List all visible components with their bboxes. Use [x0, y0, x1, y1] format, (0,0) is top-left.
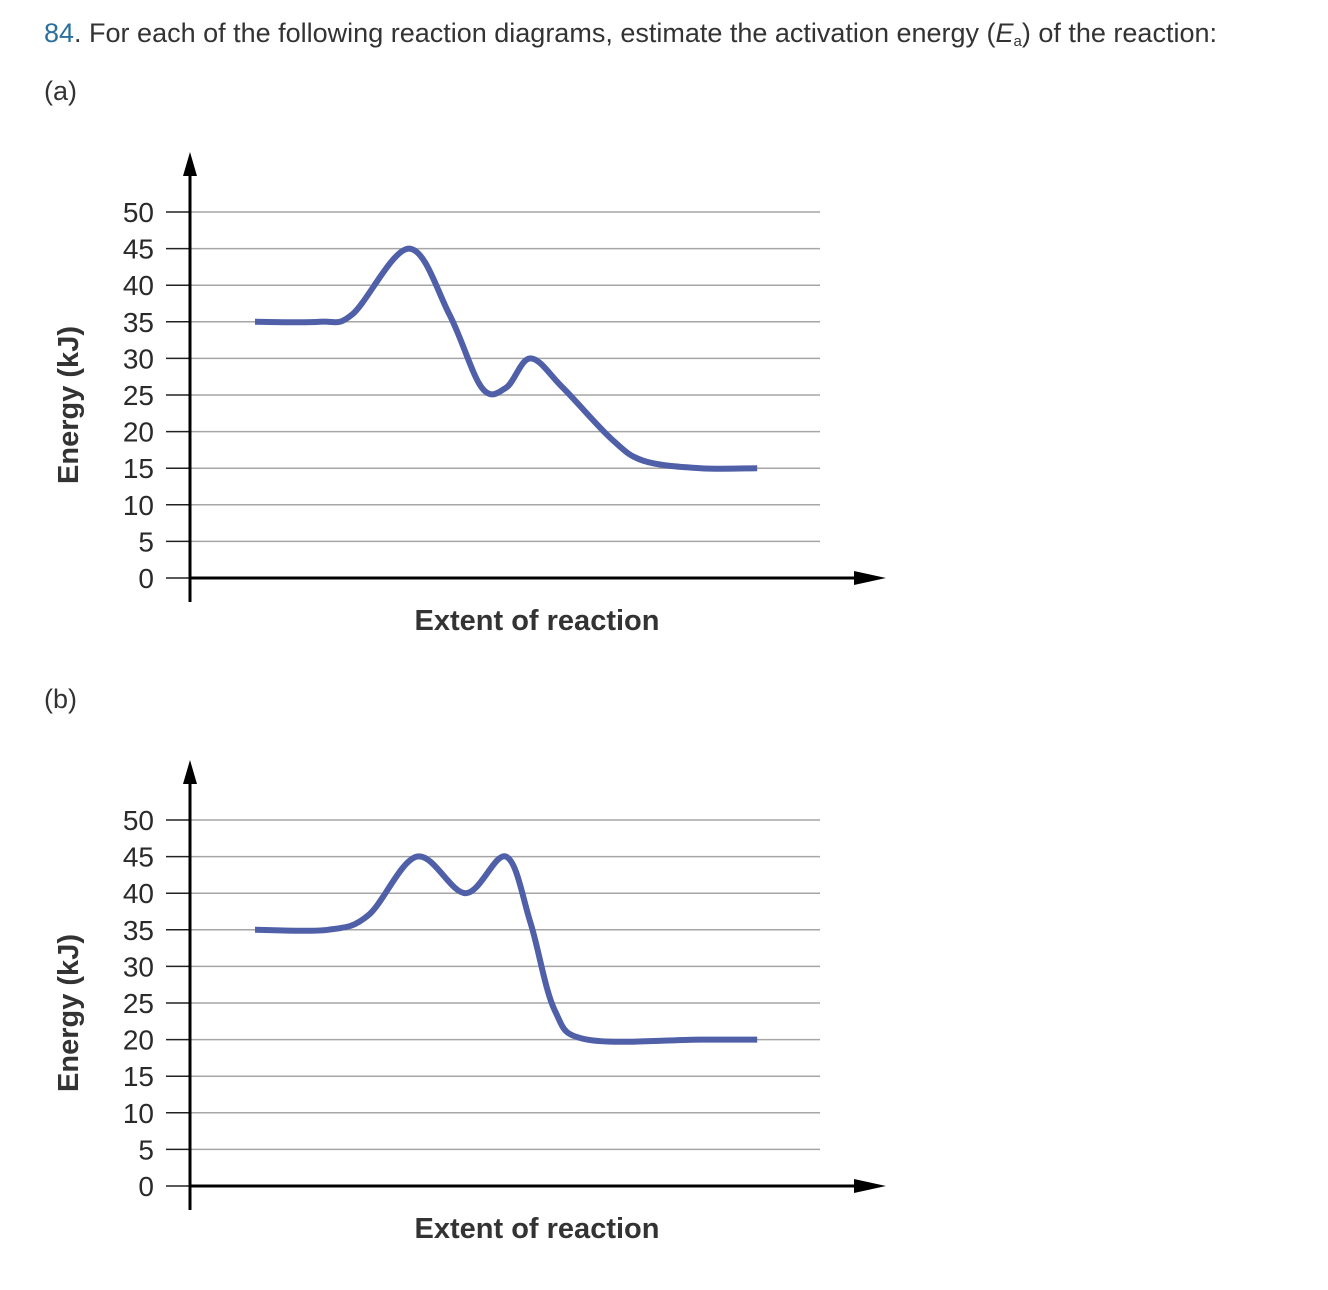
x-axis-arrow — [854, 1179, 886, 1193]
y-tick-label-30: 30 — [123, 951, 154, 982]
y-tick-label-10: 10 — [123, 490, 154, 521]
y-tick-label-15: 15 — [123, 453, 154, 484]
part-a-label: (a) — [44, 76, 77, 106]
part-b-label: (b) — [44, 684, 77, 714]
reaction-diagram-b: 0 5 10 15 20 25 30 35 40 45 50 Extent of reaction En… — [53, 760, 886, 1245]
y-tick-label-30: 30 — [123, 343, 154, 374]
question-text-before: . For each of the following reaction dia… — [74, 18, 996, 48]
energy-curve — [254, 245, 758, 472]
y-tick-label-45: 45 — [123, 842, 154, 873]
reaction-diagram-a: 0 5 10 15 20 25 30 35 40 45 50 Extent of reaction En… — [53, 152, 886, 637]
question-text-after: ) of the reaction: — [1021, 18, 1217, 48]
activation-energy-variable: E — [995, 18, 1014, 48]
y-axis-label: Energy (kJ) — [53, 934, 85, 1092]
y-tick-label-5: 5 — [138, 526, 154, 557]
y-axis-label: Energy (kJ) — [53, 326, 85, 484]
x-axis-arrow — [854, 571, 886, 585]
y-tick-label-40: 40 — [123, 878, 154, 909]
y-tick-label-25: 25 — [123, 380, 154, 411]
y-tick-label-15: 15 — [123, 1061, 154, 1092]
x-axis-label: Extent of reaction — [415, 605, 660, 637]
y-tick-label-5: 5 — [138, 1134, 154, 1165]
energy-curve — [254, 853, 758, 1045]
y-tick-label-50: 50 — [123, 805, 154, 836]
question-text: 84. For each of the following reaction d… — [44, 14, 1217, 57]
y-tick-label-50: 50 — [123, 197, 154, 228]
question-number: 84 — [44, 18, 75, 48]
activation-energy-subscript: a — [1013, 33, 1022, 50]
y-tick-label-25: 25 — [123, 988, 154, 1019]
y-tick-label-35: 35 — [123, 915, 154, 946]
y-axis-arrow — [183, 152, 197, 176]
y-tick-label-0: 0 — [138, 1171, 154, 1202]
x-axis-label: Extent of reaction — [415, 1213, 660, 1245]
y-tick-label-45: 45 — [123, 234, 154, 265]
y-tick-label-10: 10 — [123, 1098, 154, 1129]
y-tick-label-0: 0 — [138, 563, 154, 594]
y-tick-label-35: 35 — [123, 307, 154, 338]
y-tick-label-40: 40 — [123, 270, 154, 301]
y-axis-arrow — [183, 760, 197, 784]
y-tick-label-20: 20 — [123, 417, 154, 448]
y-tick-label-20: 20 — [123, 1025, 154, 1056]
